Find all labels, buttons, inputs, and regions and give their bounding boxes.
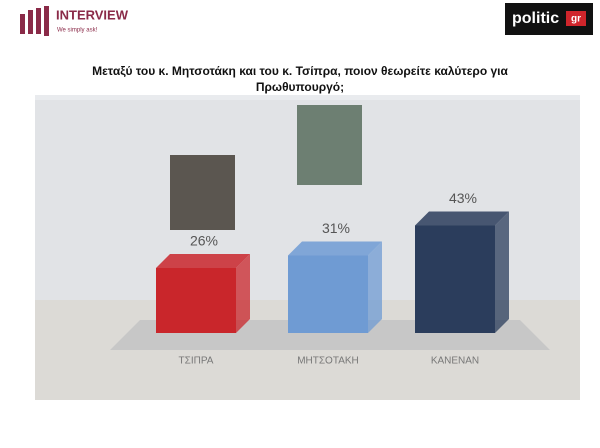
x-tick-label: ΤΣΙΠΡΑ — [179, 356, 214, 367]
brand: INTERVIEW — [56, 7, 129, 22]
logo-icon — [20, 6, 49, 36]
value-label: 26% — [190, 233, 218, 249]
bar-top — [415, 211, 509, 226]
bar-side — [236, 254, 250, 333]
chart-title: Μεταξύ του κ. Μητσοτάκη και του κ. Τσίπρ… — [92, 64, 508, 78]
bar-side — [495, 211, 509, 333]
x-tick-label: ΚΑΝΕΝΑΝ — [431, 356, 479, 367]
value-label: 31% — [322, 220, 350, 236]
bar-side — [368, 241, 382, 333]
bar — [415, 225, 495, 333]
bar — [156, 268, 236, 333]
bar-top — [156, 254, 250, 268]
photo — [297, 105, 362, 185]
tagline: We simply ask! — [57, 28, 98, 34]
bar-top — [288, 241, 382, 256]
bar — [288, 255, 368, 333]
photo — [170, 155, 235, 230]
value-label: 43% — [449, 190, 477, 206]
chart-subtitle: Πρωθυπουργό; — [256, 80, 344, 94]
partner-badge — [566, 11, 586, 26]
partner-name: politic — [512, 10, 559, 27]
partner-suffix: gr — [571, 14, 581, 25]
x-tick-label: ΜΗΤΣΟΤΑΚΗ — [297, 356, 359, 367]
